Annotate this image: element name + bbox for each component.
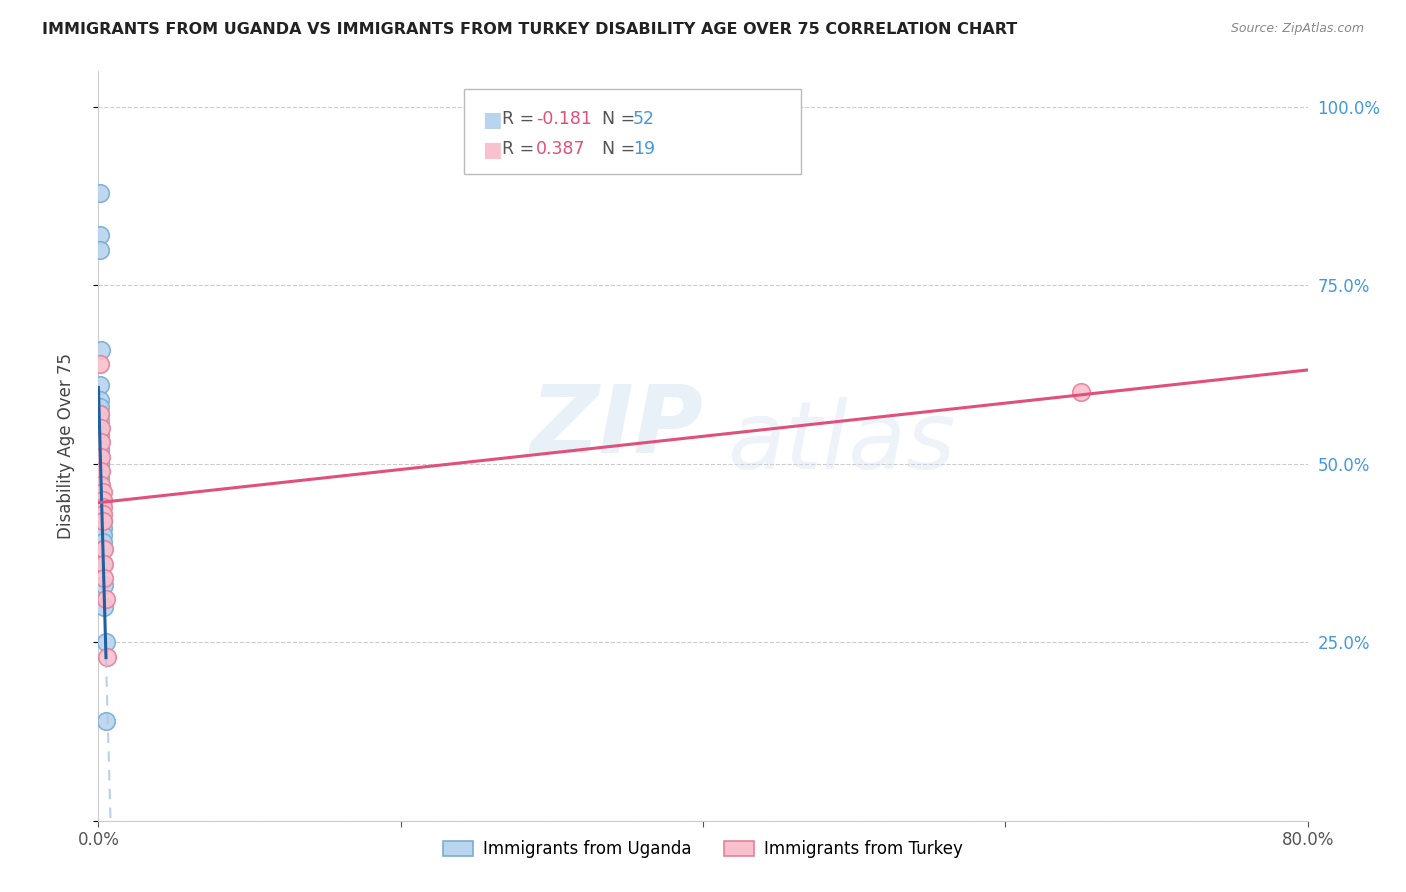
Y-axis label: Disability Age Over 75: Disability Age Over 75 [56,353,75,539]
Point [89,485,111,500]
Point [89,485,111,500]
Point [89,492,111,507]
Text: Source: ZipAtlas.com: Source: ZipAtlas.com [1230,22,1364,36]
Point [89,471,111,485]
Text: -0.181: -0.181 [536,110,592,128]
Point [89,492,111,507]
Point [94,592,117,607]
Point [93,578,115,592]
Text: ZIP: ZIP [530,381,703,474]
Point [89,421,111,435]
Point [89,428,111,442]
Point [90,450,112,464]
Point [90,507,112,521]
Point [90,492,112,507]
Point [90,500,112,514]
Point [89,357,111,371]
Point [90,507,112,521]
Point [91,507,114,521]
Point [89,378,111,392]
Point [91,514,114,528]
Point [90,507,112,521]
Point [90,343,112,357]
Text: 19: 19 [633,140,655,158]
Point [89,500,111,514]
Text: IMMIGRANTS FROM UGANDA VS IMMIGRANTS FROM TURKEY DISABILITY AGE OVER 75 CORRELAT: IMMIGRANTS FROM UGANDA VS IMMIGRANTS FRO… [42,22,1018,37]
Text: R =: R = [502,110,540,128]
Point [89,450,111,464]
Point [90,514,112,528]
Point [89,457,111,471]
Text: N =: N = [602,140,641,158]
Point [89,414,111,428]
Point [91,557,114,571]
Point [89,435,111,450]
Point [90,435,112,450]
Point [89,464,111,478]
Point [89,464,111,478]
Point [89,500,111,514]
Point [93,557,115,571]
Point [93,599,115,614]
Point [93,571,115,585]
Text: N =: N = [602,110,641,128]
Point [94,714,117,728]
Point [91,485,114,500]
Point [89,407,111,421]
Point [89,442,111,457]
Point [96,649,118,664]
Point [91,528,114,542]
Legend: Immigrants from Uganda, Immigrants from Turkey: Immigrants from Uganda, Immigrants from … [436,833,970,864]
Point [91,521,114,535]
Text: 52: 52 [633,110,655,128]
Point [91,500,114,514]
Point [94,635,117,649]
Point [89,471,111,485]
Point [90,421,112,435]
Point [91,535,114,549]
Point [89,442,111,457]
Point [89,186,111,200]
Text: atlas: atlas [727,397,956,488]
Point [90,478,112,492]
Point [1070,385,1092,400]
Point [89,464,111,478]
Point [89,407,111,421]
Text: R =: R = [502,140,540,158]
Point [93,542,115,557]
Point [91,514,114,528]
Point [89,400,111,414]
Text: 0.387: 0.387 [536,140,585,158]
Point [89,500,111,514]
Point [89,478,111,492]
Point [89,428,111,442]
Point [89,492,111,507]
Point [89,392,111,407]
Point [91,492,114,507]
Point [89,485,111,500]
Point [90,464,112,478]
Point [89,243,111,257]
Point [89,478,111,492]
Point [89,228,111,243]
Point [89,450,111,464]
Point [90,514,112,528]
Text: ■: ■ [482,110,502,129]
Point [89,457,111,471]
Text: ■: ■ [482,140,502,160]
Point [91,542,114,557]
Point [89,478,111,492]
